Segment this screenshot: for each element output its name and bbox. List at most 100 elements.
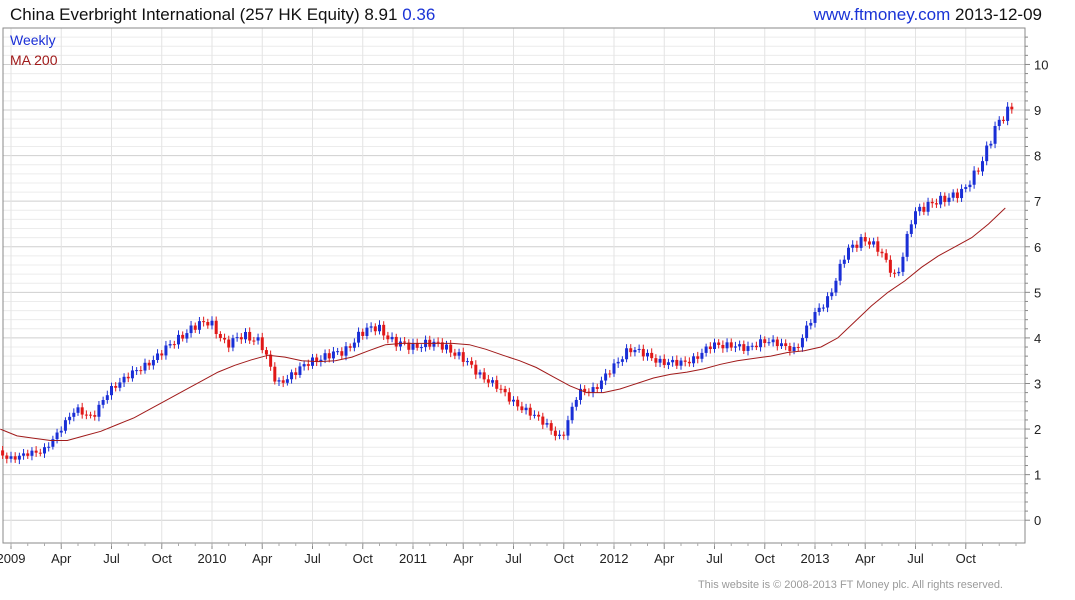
candle (687, 357, 691, 367)
candle (792, 342, 796, 355)
candle (365, 323, 369, 340)
x-tick-label: 2012 (600, 551, 629, 566)
candle (210, 316, 214, 330)
candle (516, 396, 520, 411)
candle (147, 359, 151, 370)
candle (331, 347, 335, 363)
candle (55, 428, 59, 444)
candle (114, 382, 118, 392)
x-tick-label: 2009 (0, 551, 25, 566)
candle (821, 304, 825, 312)
candle (964, 184, 968, 193)
candle (813, 307, 817, 328)
candle (499, 384, 503, 394)
x-tick-label: Apr (453, 551, 474, 566)
candle (390, 332, 394, 343)
candle (604, 368, 608, 386)
candle (872, 237, 876, 248)
candle (47, 442, 51, 452)
y-tick-label: 6 (1034, 240, 1041, 255)
candle (478, 369, 482, 379)
candle (34, 446, 38, 457)
candle (474, 360, 478, 380)
candle (72, 408, 76, 422)
candle (545, 418, 549, 428)
candle (558, 430, 562, 440)
x-tick-label: Oct (554, 551, 575, 566)
x-tick-label: 2010 (198, 551, 227, 566)
candle (17, 452, 21, 465)
x-tick-label: Jul (505, 551, 522, 566)
candle (985, 141, 989, 166)
candle (641, 344, 645, 361)
candle (382, 321, 386, 340)
candle (80, 402, 84, 419)
candle (851, 240, 855, 253)
candle (1006, 102, 1010, 126)
candle (256, 333, 260, 345)
candle (298, 362, 302, 378)
candle (177, 330, 180, 349)
candle (512, 396, 515, 406)
weekly-candles (1, 102, 1014, 465)
candle (185, 329, 189, 343)
candle (294, 367, 298, 380)
candle (796, 343, 800, 352)
candle (633, 346, 637, 357)
x-tick-label: Oct (152, 551, 173, 566)
candle (122, 373, 126, 387)
candle (838, 259, 842, 286)
candle (847, 244, 850, 264)
candle (826, 292, 830, 313)
x-tick-label: Oct (956, 551, 977, 566)
candle (771, 335, 775, 347)
candle (775, 336, 779, 351)
candle (486, 374, 490, 388)
candle (411, 338, 415, 355)
y-tick-label: 1 (1034, 468, 1041, 483)
candle (231, 334, 235, 352)
candle (465, 357, 469, 366)
candle (620, 356, 624, 366)
candle (352, 338, 356, 352)
candle (599, 376, 603, 393)
candle (386, 331, 390, 344)
candle (432, 338, 436, 351)
candle (905, 231, 909, 262)
site-link[interactable]: www.ftmoney.com (813, 5, 951, 24)
candle (675, 355, 679, 369)
y-tick-label: 5 (1034, 285, 1041, 300)
candle (708, 342, 712, 354)
candle (440, 338, 444, 353)
candle (290, 369, 294, 384)
candle (692, 353, 696, 368)
candle (612, 359, 616, 377)
candle (68, 412, 72, 425)
candle (696, 351, 700, 364)
candle (859, 233, 863, 251)
candle (5, 452, 9, 464)
grid (3, 28, 1025, 543)
candle (800, 334, 804, 352)
candle (759, 334, 763, 352)
candle (84, 410, 88, 420)
candle (922, 202, 926, 216)
candle (93, 410, 97, 421)
candle (968, 180, 972, 192)
candle (666, 358, 670, 370)
x-tick-label: Oct (353, 551, 374, 566)
candle (248, 327, 252, 344)
candle (327, 349, 331, 363)
candle (214, 316, 218, 339)
candle (566, 415, 570, 441)
candle (834, 277, 838, 297)
candle (38, 448, 42, 457)
chart-title: China Everbright International (257 HK E… (10, 5, 435, 25)
candle (264, 347, 268, 360)
candle (126, 372, 130, 383)
candle (193, 322, 197, 333)
candle (763, 336, 767, 348)
candle (507, 387, 511, 405)
candle (1001, 116, 1005, 124)
